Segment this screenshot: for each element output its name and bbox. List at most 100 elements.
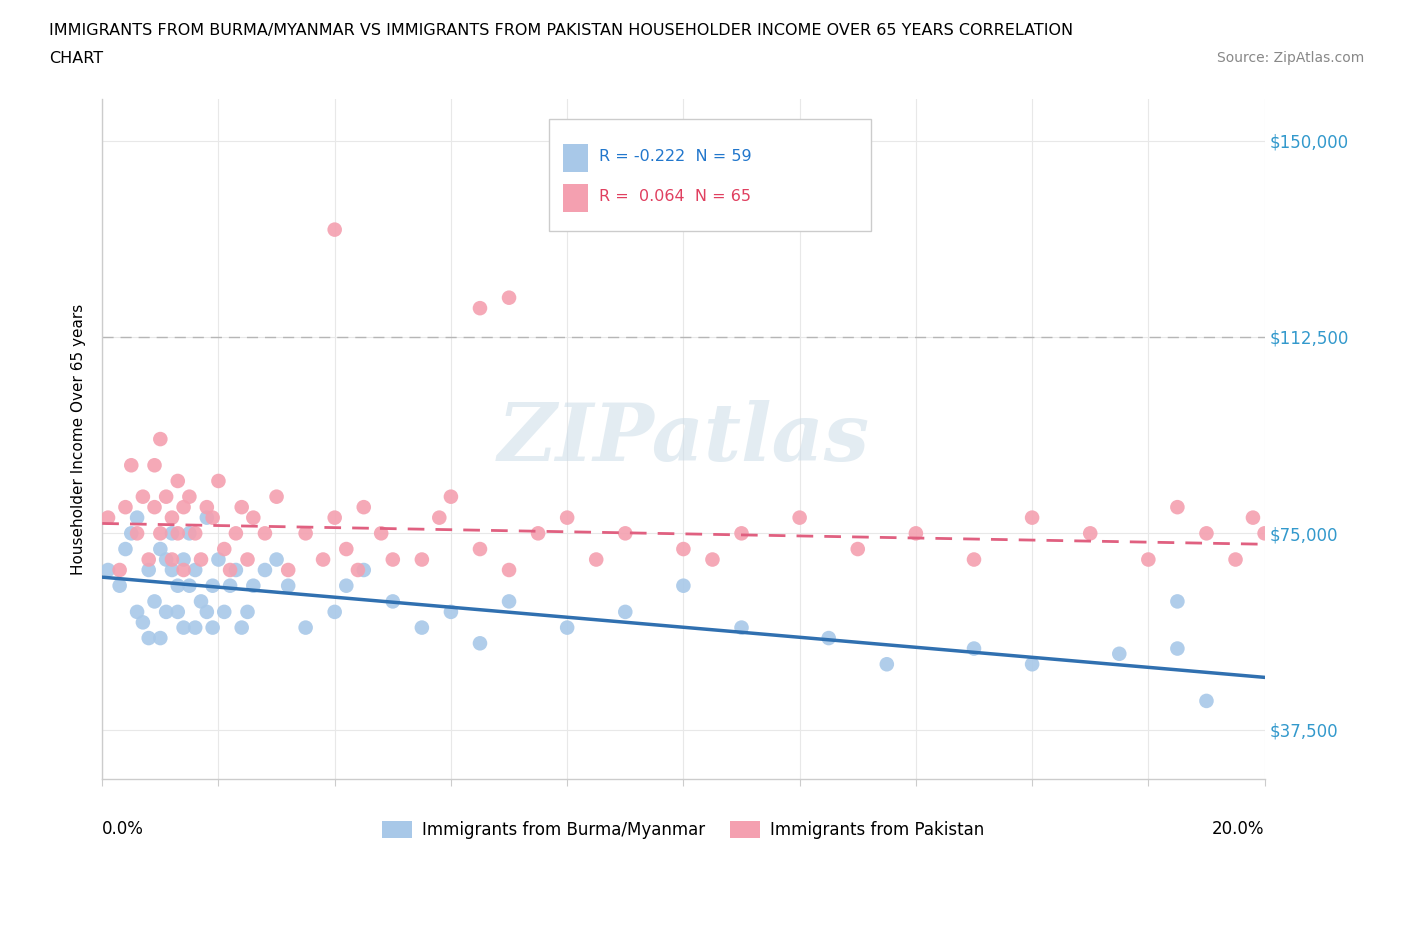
Y-axis label: Householder Income Over 65 years: Householder Income Over 65 years [72, 303, 86, 575]
Point [1078, 525, 1101, 540]
Point [817, 631, 839, 645]
Point [411, 620, 433, 635]
Point [527, 525, 550, 540]
Point [253, 525, 276, 540]
Point [1166, 641, 1188, 656]
Point [155, 604, 177, 619]
Text: R =  0.064  N = 65: R = 0.064 N = 65 [599, 189, 751, 204]
Legend: Immigrants from Burma/Myanmar, Immigrants from Pakistan: Immigrants from Burma/Myanmar, Immigrant… [375, 815, 991, 846]
Point [149, 525, 172, 540]
Point [1137, 552, 1160, 567]
Point [498, 594, 520, 609]
Point [1021, 657, 1043, 671]
Point [846, 541, 869, 556]
Text: ZIPatlas: ZIPatlas [498, 400, 869, 478]
Point [225, 563, 247, 578]
Point [672, 578, 695, 593]
Point [143, 499, 166, 514]
Point [323, 222, 346, 237]
Point [730, 620, 752, 635]
Point [440, 604, 463, 619]
Point [614, 604, 637, 619]
Point [381, 594, 404, 609]
Point [155, 552, 177, 567]
Point [1241, 511, 1264, 525]
Point [179, 578, 201, 593]
Point [173, 552, 195, 567]
Point [353, 499, 375, 514]
Point [323, 604, 346, 619]
Point [231, 620, 253, 635]
Point [789, 511, 811, 525]
Point [138, 552, 160, 567]
Point [468, 300, 491, 315]
Point [143, 458, 166, 472]
Point [138, 563, 160, 578]
Point [219, 563, 242, 578]
Point [190, 594, 212, 609]
Point [201, 511, 224, 525]
Point [672, 541, 695, 556]
Point [160, 511, 183, 525]
Point [730, 525, 752, 540]
Point [294, 620, 316, 635]
Point [108, 563, 131, 578]
Point [242, 511, 264, 525]
Point [1253, 525, 1275, 540]
Point [468, 636, 491, 651]
Point [179, 525, 201, 540]
Point [1225, 552, 1247, 567]
Text: IMMIGRANTS FROM BURMA/MYANMAR VS IMMIGRANTS FROM PAKISTAN HOUSEHOLDER INCOME OVE: IMMIGRANTS FROM BURMA/MYANMAR VS IMMIGRA… [49, 23, 1073, 38]
Point [335, 578, 357, 593]
Point [143, 594, 166, 609]
Point [231, 499, 253, 514]
Point [614, 525, 637, 540]
Point [427, 511, 450, 525]
Point [277, 563, 299, 578]
Point [225, 525, 247, 540]
Point [585, 552, 607, 567]
Point [195, 499, 218, 514]
Point [114, 541, 136, 556]
Point [184, 620, 207, 635]
Point [195, 604, 218, 619]
Point [963, 552, 986, 567]
Point [468, 541, 491, 556]
Point [353, 563, 375, 578]
Text: CHART: CHART [49, 51, 103, 66]
Point [125, 604, 148, 619]
Point [184, 525, 207, 540]
Point [219, 578, 242, 593]
Text: 20.0%: 20.0% [1212, 820, 1264, 838]
Point [160, 563, 183, 578]
Point [201, 578, 224, 593]
Point [876, 657, 898, 671]
Point [125, 511, 148, 525]
Point [1166, 499, 1188, 514]
Point [201, 620, 224, 635]
Point [277, 578, 299, 593]
Point [381, 552, 404, 567]
Point [149, 432, 172, 446]
Point [1195, 525, 1218, 540]
Point [166, 578, 188, 593]
Point [160, 525, 183, 540]
Point [236, 552, 259, 567]
Point [190, 552, 212, 567]
Point [702, 552, 724, 567]
Point [904, 525, 927, 540]
Point [411, 552, 433, 567]
Point [963, 641, 986, 656]
Point [132, 615, 155, 630]
Point [312, 552, 335, 567]
Text: Source: ZipAtlas.com: Source: ZipAtlas.com [1216, 51, 1364, 65]
Point [108, 578, 131, 593]
Point [166, 525, 188, 540]
Point [132, 489, 155, 504]
Point [173, 620, 195, 635]
Point [160, 552, 183, 567]
Point [498, 563, 520, 578]
Point [236, 604, 259, 619]
Point [1021, 511, 1043, 525]
Point [347, 563, 370, 578]
